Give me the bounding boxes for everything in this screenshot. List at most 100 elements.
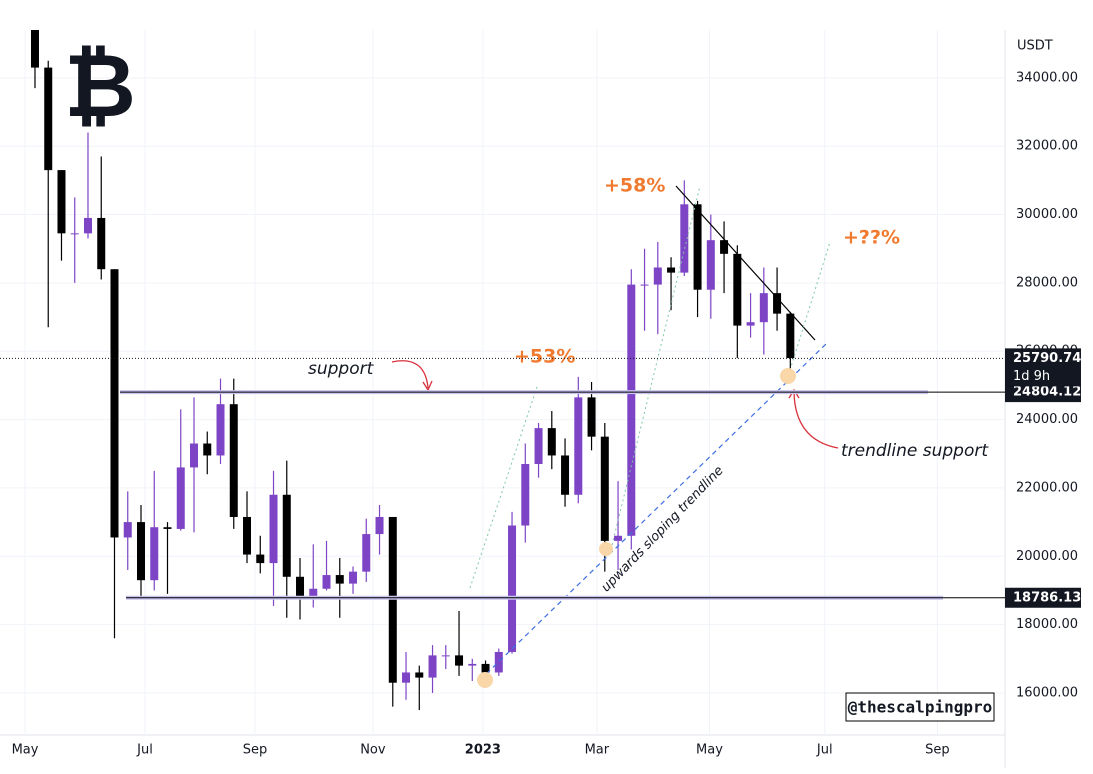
- annotation: +58%: [604, 175, 665, 197]
- candle-body: [296, 576, 305, 598]
- candle-body: [706, 240, 715, 290]
- last-price-label: 25790.74: [1013, 351, 1081, 366]
- unit-label: USDT: [1017, 39, 1053, 54]
- candle-body: [680, 204, 689, 273]
- candle-body: [30, 30, 39, 68]
- candle-body: [614, 535, 623, 541]
- arrowhead: [788, 388, 800, 399]
- arrow: [793, 391, 839, 449]
- candle-body: [229, 404, 238, 517]
- highlight: [599, 542, 613, 556]
- candle-body: [83, 217, 92, 234]
- candle-body: [57, 170, 66, 234]
- y-tick-label: 34000.00: [1016, 70, 1078, 85]
- drawings: [391, 185, 839, 688]
- candle-body: [600, 436, 609, 541]
- logo: ₿: [64, 34, 136, 137]
- arrowhead: [422, 380, 433, 392]
- candle-body: [243, 516, 252, 555]
- candle-body: [481, 663, 490, 673]
- candle-body: [415, 672, 424, 678]
- candle-body: [746, 322, 755, 326]
- x-tick-label: 2023: [465, 743, 501, 758]
- candle-body: [587, 397, 596, 437]
- candle-body: [521, 464, 530, 526]
- plot-area: [0, 30, 1005, 735]
- candle-body: [627, 284, 636, 536]
- level-label: 24804.12: [1013, 385, 1081, 400]
- highlight: [780, 368, 796, 384]
- y-tick-label: 20000.00: [1016, 549, 1078, 564]
- level-label-box: [1005, 587, 1081, 608]
- descending-trendline: [675, 185, 816, 341]
- annotation: support: [308, 359, 375, 379]
- x-tick-label: May: [696, 743, 723, 758]
- projection: [469, 383, 539, 589]
- candle-body: [508, 525, 517, 652]
- x-tick-label: Sep: [243, 743, 268, 758]
- candle-body: [335, 575, 344, 584]
- arrow: [391, 360, 429, 389]
- candle-body: [773, 293, 782, 314]
- candle-body: [640, 284, 649, 286]
- x-tick-label: Jul: [816, 743, 833, 758]
- y-tick-label: 22000.00: [1016, 480, 1078, 495]
- candle-body: [136, 522, 145, 581]
- candle-body: [269, 494, 278, 564]
- candle-body: [534, 428, 543, 465]
- candle-body: [388, 516, 397, 683]
- x-tick-label: Nov: [360, 743, 386, 758]
- candle-body: [375, 516, 384, 535]
- candle-body: [693, 204, 702, 290]
- candle-body: [110, 269, 119, 538]
- countdown: 1d 9h: [1013, 369, 1050, 384]
- candle-body: [667, 267, 676, 273]
- candle-body: [362, 534, 371, 572]
- candle-body: [441, 655, 450, 657]
- candle-body: [786, 313, 795, 359]
- x-tick-label: May: [12, 743, 39, 758]
- candle-body: [759, 293, 768, 323]
- level-label-box: [1005, 382, 1081, 403]
- candle-body: [349, 571, 358, 584]
- candle-body: [163, 527, 172, 529]
- candle-body: [322, 575, 331, 589]
- last-price-box: [1005, 348, 1081, 387]
- candle-body: [402, 672, 411, 683]
- projection: [611, 185, 701, 546]
- x-tick-label: Jul: [136, 743, 153, 758]
- candle-body: [150, 527, 159, 581]
- projection: [789, 241, 831, 371]
- level-label: 18786.13: [1013, 590, 1081, 605]
- candle-body: [720, 240, 729, 254]
- candle-body: [547, 428, 556, 456]
- candle-body: [733, 253, 742, 326]
- candle-body: [561, 455, 570, 495]
- candle-body: [309, 588, 318, 598]
- y-tick-label: 30000.00: [1016, 207, 1078, 222]
- candle-body: [190, 443, 199, 468]
- candle-body: [176, 467, 185, 529]
- candle-body: [97, 217, 106, 270]
- candle-body: [70, 233, 79, 235]
- y-tick-label: 28000.00: [1016, 275, 1078, 290]
- candle-body: [653, 267, 662, 285]
- highlight: [477, 672, 493, 688]
- watermark-box: [845, 692, 995, 722]
- annotation: +53%: [514, 346, 575, 368]
- candle-body: [282, 494, 291, 577]
- candle-body: [256, 554, 265, 564]
- candle-body: [44, 67, 53, 171]
- watermark: @thescalpingpro: [848, 698, 993, 717]
- candle-body: [428, 655, 437, 678]
- candle-body: [455, 655, 464, 666]
- x-tick-label: Mar: [585, 743, 610, 758]
- candle-body: [468, 663, 477, 666]
- annotation: trendline support: [841, 441, 989, 461]
- candle-body: [494, 651, 503, 673]
- candle-body: [216, 404, 225, 456]
- y-tick-label: 32000.00: [1016, 139, 1078, 154]
- y-tick-label: 24000.00: [1016, 412, 1078, 427]
- candle-body: [203, 443, 212, 456]
